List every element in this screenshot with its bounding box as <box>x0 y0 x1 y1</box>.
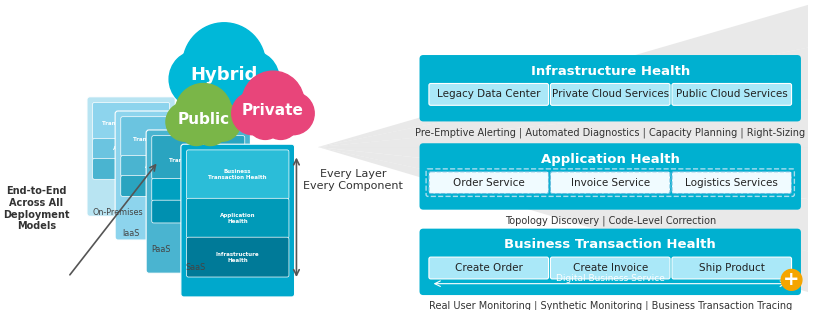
FancyBboxPatch shape <box>121 175 204 197</box>
Circle shape <box>202 103 241 141</box>
Text: Legacy Data Center: Legacy Data Center <box>437 89 540 100</box>
Text: Application
Health: Application Health <box>220 213 255 224</box>
FancyBboxPatch shape <box>672 83 791 105</box>
FancyBboxPatch shape <box>550 257 670 279</box>
Text: Business
Transaction Health: Business Transaction Health <box>102 116 160 126</box>
Circle shape <box>211 65 259 114</box>
Text: Private Cloud Services: Private Cloud Services <box>552 89 669 100</box>
Circle shape <box>176 83 232 140</box>
FancyBboxPatch shape <box>419 229 801 295</box>
Text: +: + <box>784 270 800 289</box>
Text: SaaS: SaaS <box>186 263 206 272</box>
Circle shape <box>263 103 299 140</box>
Circle shape <box>169 51 225 108</box>
Text: Application Health: Application Health <box>541 153 680 166</box>
Text: Order Service: Order Service <box>453 178 525 188</box>
FancyBboxPatch shape <box>429 257 549 279</box>
FancyBboxPatch shape <box>115 111 210 240</box>
FancyBboxPatch shape <box>92 158 170 179</box>
Text: Business
Transaction Health: Business Transaction Health <box>169 152 228 163</box>
Circle shape <box>180 113 213 145</box>
Text: Logistics Services: Logistics Services <box>685 178 778 188</box>
Text: Infrastructure Health: Infrastructure Health <box>531 65 690 78</box>
Text: Business
Transaction Health: Business Transaction Health <box>208 169 267 180</box>
FancyBboxPatch shape <box>186 150 289 199</box>
Polygon shape <box>318 147 808 251</box>
FancyBboxPatch shape <box>419 55 801 122</box>
Circle shape <box>242 71 304 134</box>
Text: Business
Transaction Health: Business Transaction Health <box>134 131 192 142</box>
Text: Public Cloud Services: Public Cloud Services <box>676 89 788 100</box>
FancyBboxPatch shape <box>550 172 670 193</box>
Polygon shape <box>318 100 808 147</box>
FancyBboxPatch shape <box>121 156 204 176</box>
Text: PaaS: PaaS <box>151 245 171 254</box>
Text: End-to-End
Across All
Deployment
Models: End-to-End Across All Deployment Models <box>3 186 70 231</box>
FancyBboxPatch shape <box>146 130 250 273</box>
Circle shape <box>272 92 314 135</box>
Polygon shape <box>318 147 808 199</box>
Polygon shape <box>318 147 808 292</box>
FancyBboxPatch shape <box>672 257 791 279</box>
FancyBboxPatch shape <box>429 172 549 193</box>
Text: Infrastructure
Health: Infrastructure Health <box>216 252 260 263</box>
Text: On-Premises: On-Premises <box>92 208 143 217</box>
Text: Create Order: Create Order <box>454 263 522 273</box>
Text: Private: Private <box>242 103 304 118</box>
Text: Application: Application <box>113 146 149 152</box>
FancyBboxPatch shape <box>181 144 295 297</box>
FancyBboxPatch shape <box>186 237 289 277</box>
Text: Every Layer
Every Component: Every Layer Every Component <box>303 170 402 191</box>
FancyBboxPatch shape <box>152 178 244 201</box>
FancyBboxPatch shape <box>152 136 244 179</box>
Text: Digital Business Service: Digital Business Service <box>556 274 664 283</box>
Text: Infra...: Infra... <box>152 184 173 188</box>
Text: Infra...: Infra... <box>187 209 209 214</box>
Text: Business Transaction Health: Business Transaction Health <box>504 238 717 251</box>
Text: Application: Application <box>144 164 181 169</box>
Text: Real User Monitoring | Synthetic Monitoring | Business Transaction Tracing: Real User Monitoring | Synthetic Monitor… <box>428 301 792 310</box>
FancyBboxPatch shape <box>550 83 670 105</box>
FancyBboxPatch shape <box>186 198 289 238</box>
Text: Topology Discovery | Code-Level Correction: Topology Discovery | Code-Level Correcti… <box>505 215 716 226</box>
Text: IaaS: IaaS <box>123 229 140 238</box>
Text: Hybrid: Hybrid <box>191 66 258 84</box>
FancyBboxPatch shape <box>419 143 801 210</box>
Polygon shape <box>318 5 808 147</box>
Text: Pre-Emptive Alerting | Automated Diagnostics | Capacity Planning | Right-Sizing: Pre-Emptive Alerting | Automated Diagnos… <box>415 127 806 138</box>
Circle shape <box>166 103 204 141</box>
FancyBboxPatch shape <box>672 172 791 193</box>
Circle shape <box>194 113 227 145</box>
Text: Application: Application <box>181 187 216 192</box>
FancyBboxPatch shape <box>152 200 244 223</box>
Circle shape <box>190 65 238 114</box>
FancyBboxPatch shape <box>92 139 170 159</box>
Circle shape <box>232 92 274 135</box>
Circle shape <box>223 51 279 108</box>
Text: Public: Public <box>177 112 229 126</box>
Text: Invoice Service: Invoice Service <box>570 178 650 188</box>
FancyBboxPatch shape <box>429 83 549 105</box>
Circle shape <box>247 103 283 140</box>
FancyBboxPatch shape <box>92 103 170 140</box>
FancyBboxPatch shape <box>121 117 204 157</box>
Text: Infra...: Infra... <box>120 166 142 171</box>
FancyBboxPatch shape <box>87 97 176 216</box>
Circle shape <box>183 23 265 106</box>
Circle shape <box>781 269 802 290</box>
Text: Create Invoice: Create Invoice <box>573 263 648 273</box>
Text: Ship Product: Ship Product <box>699 263 764 273</box>
Polygon shape <box>318 47 808 147</box>
